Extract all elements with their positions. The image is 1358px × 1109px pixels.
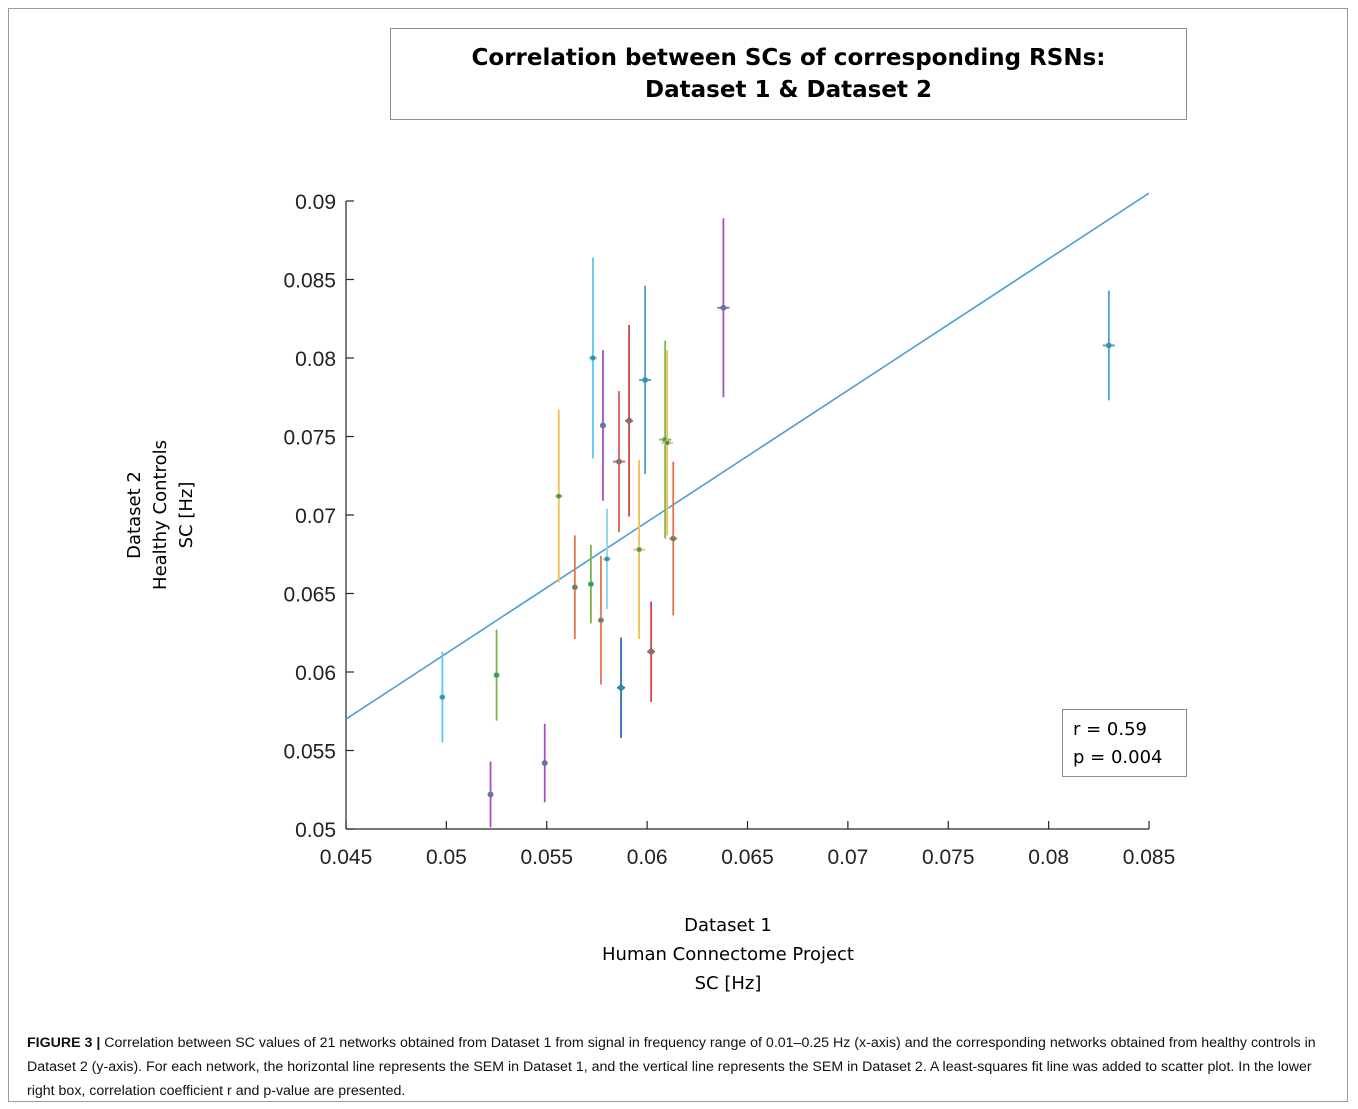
y-tick-label: 0.085 [283, 270, 336, 293]
p-value: p = 0.004 [1073, 747, 1163, 768]
r-value: r = 0.59 [1073, 719, 1148, 740]
data-point [493, 629, 500, 721]
y-tick-label: 0.065 [283, 584, 336, 607]
point-marker [720, 304, 727, 311]
data-point [599, 350, 606, 501]
data-point [647, 601, 656, 702]
data-point [487, 761, 494, 828]
y-axis-label-line-2: Healthy Controls [150, 440, 171, 590]
point-marker [670, 535, 677, 542]
x-tick-label: 0.05 [426, 846, 467, 869]
point-marker [439, 694, 446, 701]
data-point [625, 325, 634, 517]
point-marker [597, 617, 604, 624]
y-tick-label: 0.05 [295, 819, 336, 842]
x-tick-label: 0.06 [627, 846, 668, 869]
y-tick-label: 0.06 [295, 662, 336, 685]
x-tick-label: 0.045 [320, 846, 373, 869]
y-axis-label: Dataset 2 Healthy Controls SC [Hz] [122, 425, 200, 605]
x-tick-label: 0.055 [520, 846, 573, 869]
x-axis-label: Dataset 1 Human Connectome Project SC [H… [548, 911, 908, 998]
y-tick-label: 0.09 [295, 191, 336, 214]
x-tick-label: 0.075 [922, 846, 975, 869]
point-marker [648, 648, 655, 655]
fit-line-group [345, 192, 1150, 720]
data-point [661, 350, 674, 536]
caption-text: Correlation between SC values of 21 netw… [27, 1035, 1316, 1099]
x-tick-label: 0.065 [721, 846, 774, 869]
y-tick-label: 0.055 [283, 741, 336, 764]
data-point [617, 637, 626, 738]
point-marker [664, 439, 671, 446]
data-point [541, 723, 548, 803]
x-axis-label-line-1: Dataset 1 [684, 915, 772, 936]
chart-title-line-2: Dataset 1 & Dataset 2 [645, 77, 932, 103]
stats-box: r = 0.59 p = 0.004 [1062, 709, 1187, 777]
data-point [659, 340, 672, 539]
point-marker [626, 417, 633, 424]
x-tick-label: 0.085 [1123, 846, 1176, 869]
data-point [612, 390, 626, 533]
point-marker [589, 354, 596, 361]
point-marker [571, 584, 578, 591]
point-marker [1105, 342, 1112, 349]
data-point [633, 460, 646, 640]
data-point [588, 257, 597, 459]
point-marker [541, 760, 548, 767]
fit-line [345, 192, 1150, 720]
point-marker [493, 672, 500, 679]
y-axis-label-line-3: SC [Hz] [176, 481, 197, 549]
caption-label: FIGURE 3 | [27, 1035, 101, 1051]
data-point [669, 461, 678, 616]
data-point [439, 651, 446, 743]
point-marker [487, 791, 494, 798]
data-point [717, 218, 730, 398]
data-point [587, 544, 594, 624]
figure-caption: FIGURE 3 | Correlation between SC values… [27, 1031, 1335, 1103]
x-axis-label-line-2: Human Connectome Project [602, 944, 854, 965]
chart-title-line-1: Correlation between SCs of corresponding… [471, 45, 1106, 71]
chart-title-box: Correlation between SCs of corresponding… [390, 28, 1187, 120]
point-marker [555, 493, 562, 500]
x-axis-label-line-3: SC [Hz] [694, 973, 762, 994]
point-marker [587, 581, 594, 588]
data-point [1102, 290, 1115, 401]
y-tick-label: 0.075 [283, 427, 336, 450]
point-marker [616, 458, 623, 465]
x-tick-label: 0.07 [827, 846, 868, 869]
x-tick-label: 0.08 [1028, 846, 1069, 869]
point-marker [642, 376, 649, 383]
y-tick-label: 0.07 [295, 505, 336, 528]
figure-frame [8, 8, 1348, 1102]
point-marker [603, 555, 610, 562]
point-marker [618, 684, 625, 691]
point-marker [599, 422, 606, 429]
data-point [597, 555, 604, 685]
point-marker [636, 546, 643, 553]
axes: 0.045 0.05 0.055 0.06 0.065 0.07 0.075 0.08 0.08… [283, 191, 1175, 869]
data-point [639, 285, 652, 475]
data-point [571, 535, 578, 640]
data-point [602, 508, 611, 610]
data-points [439, 218, 1115, 828]
data-point [554, 409, 563, 583]
y-axis-label-line-1: Dataset 2 [124, 471, 145, 559]
y-tick-label: 0.08 [295, 348, 336, 371]
